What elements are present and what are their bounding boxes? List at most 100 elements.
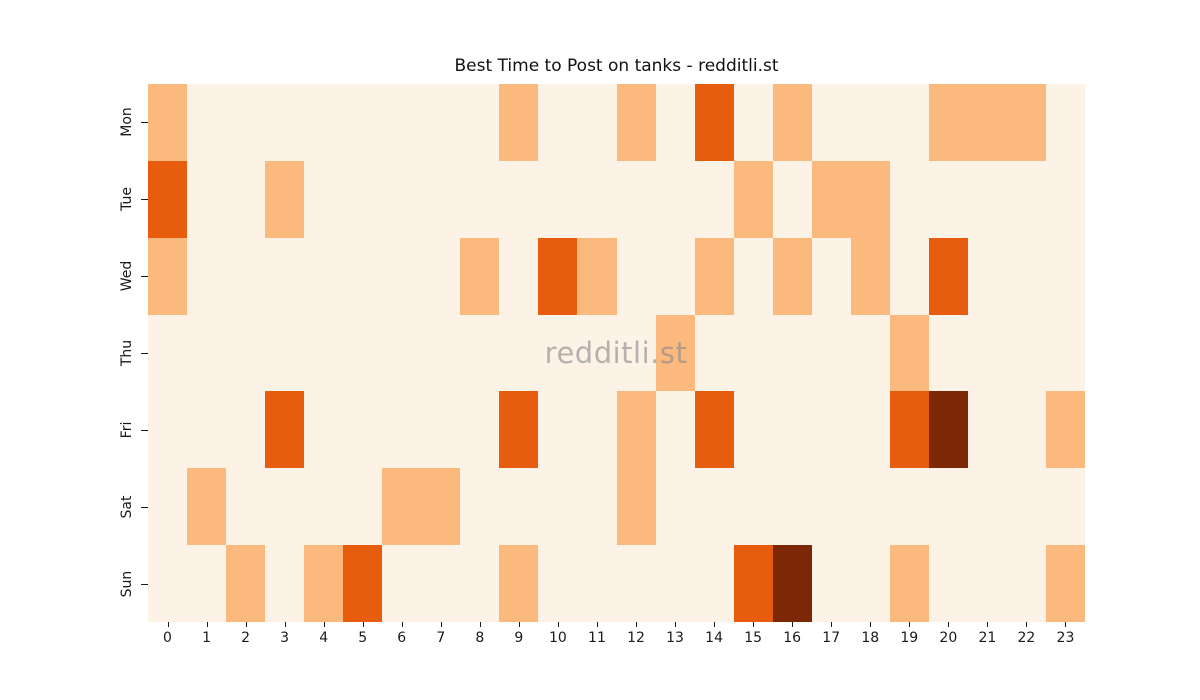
heatmap-cell-sun-2 — [226, 545, 266, 622]
heatmap-cell-sun-14 — [694, 545, 734, 622]
heatmap-cell-mon-15 — [733, 84, 773, 161]
heatmap-cell-tue-10 — [538, 160, 578, 238]
heatmap-cell-thu-21 — [967, 314, 1007, 392]
heatmap-cell-mon-23 — [1045, 84, 1085, 161]
heatmap-cell-sun-10 — [538, 545, 578, 622]
x-tick-mark — [284, 622, 286, 627]
heatmap-cell-mon-22 — [1006, 84, 1046, 161]
heatmap-cell-thu-1 — [187, 314, 227, 392]
heatmap-cell-tue-0 — [148, 160, 188, 238]
x-tick-label-13: 13 — [666, 630, 684, 646]
heatmap-cell-mon-9 — [499, 84, 539, 161]
heatmap-cell-sat-20 — [928, 468, 968, 546]
heatmap-cell-thu-15 — [733, 314, 773, 392]
heatmap-cell-sat-23 — [1045, 468, 1085, 546]
heatmap-cell-sun-7 — [421, 545, 461, 622]
heatmap-cell-wed-6 — [382, 237, 422, 315]
x-tick-label-5: 5 — [358, 630, 368, 646]
x-tick-label-20: 20 — [939, 630, 958, 646]
x-tick-mark — [1026, 622, 1028, 627]
x-tick-mark — [1065, 622, 1067, 627]
heatmap-cell-sat-11 — [577, 468, 617, 546]
x-tick-mark — [518, 622, 520, 627]
heatmap-cell-sun-21 — [967, 545, 1007, 622]
heatmap-cell-sun-23 — [1045, 545, 1085, 622]
heatmap-cell-wed-3 — [265, 237, 305, 315]
heatmap-cell-sun-6 — [382, 545, 422, 622]
heatmap-cell-mon-16 — [772, 84, 812, 161]
heatmap-cell-mon-21 — [967, 84, 1007, 161]
heatmap-cell-thu-13 — [655, 314, 695, 392]
heatmap-cell-thu-12 — [616, 314, 656, 392]
heatmap-cell-sun-16 — [772, 545, 812, 622]
heatmap-cell-tue-11 — [577, 160, 617, 238]
x-tick-mark — [792, 622, 794, 627]
x-tick-mark — [362, 622, 364, 627]
heatmap-cell-sat-4 — [304, 468, 344, 546]
heatmap-cell-sun-4 — [304, 545, 344, 622]
heatmap-cell-sat-5 — [343, 468, 383, 546]
heatmap-cell-fri-15 — [733, 391, 773, 469]
heatmap-cell-sat-14 — [694, 468, 734, 546]
heatmap-cell-wed-2 — [226, 237, 266, 315]
x-tick-mark — [753, 622, 755, 627]
heatmap-cell-sun-17 — [811, 545, 851, 622]
y-tick-label-sun: Sun — [119, 570, 135, 597]
x-tick-mark — [636, 622, 638, 627]
y-tick-label-tue: Tue — [119, 187, 135, 212]
heatmap-cell-fri-5 — [343, 391, 383, 469]
heatmap-cell-wed-8 — [460, 237, 500, 315]
heatmap-cell-thu-8 — [460, 314, 500, 392]
heatmap-cell-sun-8 — [460, 545, 500, 622]
x-tick-mark — [167, 622, 169, 627]
heatmap-cell-sat-17 — [811, 468, 851, 546]
x-tick-mark — [323, 622, 325, 627]
x-tick-label-22: 22 — [1017, 630, 1036, 646]
x-tick-label-19: 19 — [900, 630, 919, 646]
heatmap-cell-sun-11 — [577, 545, 617, 622]
x-tick-mark — [206, 622, 208, 627]
heatmap-cell-thu-16 — [772, 314, 812, 392]
heatmap-cell-sat-8 — [460, 468, 500, 546]
heatmap-cell-sat-22 — [1006, 468, 1046, 546]
heatmap-cell-wed-20 — [928, 237, 968, 315]
x-tick-mark — [909, 622, 911, 627]
x-tick-label-0: 0 — [163, 630, 172, 646]
heatmap-cell-thu-23 — [1045, 314, 1085, 392]
y-tick-label-thu: Thu — [119, 339, 135, 367]
heatmap-cell-sat-15 — [733, 468, 773, 546]
x-tick-label-7: 7 — [436, 630, 446, 646]
heatmap-cell-thu-22 — [1006, 314, 1046, 392]
heatmap-cell-fri-7 — [421, 391, 461, 469]
x-tick-label-12: 12 — [627, 630, 645, 646]
heatmap-cell-fri-16 — [772, 391, 812, 469]
heatmap-cell-thu-18 — [850, 314, 890, 392]
heatmap-cell-mon-13 — [655, 84, 695, 161]
heatmap-cell-wed-14 — [694, 237, 734, 315]
heatmap-cell-mon-20 — [928, 84, 968, 161]
heatmap-cell-sun-19 — [889, 545, 929, 622]
heatmap-cell-sat-16 — [772, 468, 812, 546]
heatmap-cell-mon-12 — [616, 84, 656, 161]
heatmap-cell-fri-22 — [1006, 391, 1046, 469]
x-tick-label-6: 6 — [397, 630, 407, 646]
heatmap-cell-fri-12 — [616, 391, 656, 469]
heatmap-cell-sat-21 — [967, 468, 1007, 546]
heatmap-cell-tue-21 — [967, 160, 1007, 238]
heatmap-cell-sat-9 — [499, 468, 539, 546]
heatmap-cell-wed-4 — [304, 237, 344, 315]
heatmap-cell-tue-16 — [772, 160, 812, 238]
heatmap-cell-sun-22 — [1006, 545, 1046, 622]
heatmap-cell-thu-19 — [889, 314, 929, 392]
heatmap-cell-wed-23 — [1045, 237, 1085, 315]
heatmap-cell-sat-6 — [382, 468, 422, 546]
heatmap-cell-sun-3 — [265, 545, 305, 622]
heatmap-cell-tue-14 — [694, 160, 734, 238]
heatmap-cell-fri-10 — [538, 391, 578, 469]
heatmap-cell-fri-23 — [1045, 391, 1085, 469]
x-tick-mark — [675, 622, 677, 627]
y-tick-mark — [141, 583, 148, 585]
heatmap-cell-sun-13 — [655, 545, 695, 622]
heatmap-cell-thu-17 — [811, 314, 851, 392]
heatmap-cell-thu-20 — [928, 314, 968, 392]
